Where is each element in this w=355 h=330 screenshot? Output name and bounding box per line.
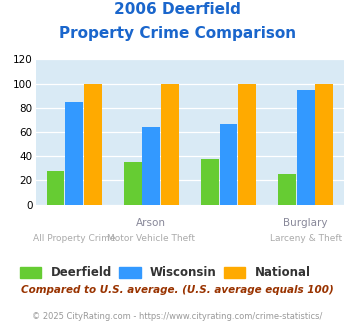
Text: All Property Crime: All Property Crime	[33, 234, 115, 243]
Bar	[315, 83, 333, 205]
Text: 2006 Deerfield: 2006 Deerfield	[114, 2, 241, 16]
Text: Larceny & Theft: Larceny & Theft	[270, 234, 342, 243]
Bar	[297, 90, 315, 205]
Bar	[220, 123, 237, 205]
Text: © 2025 CityRating.com - https://www.cityrating.com/crime-statistics/: © 2025 CityRating.com - https://www.city…	[32, 312, 323, 321]
Bar	[201, 159, 219, 205]
Bar	[124, 162, 142, 205]
Text: Compared to U.S. average. (U.S. average equals 100): Compared to U.S. average. (U.S. average …	[21, 285, 334, 295]
Bar	[65, 102, 83, 205]
Text: Arson: Arson	[136, 218, 166, 228]
Text: Property Crime Comparison: Property Crime Comparison	[59, 26, 296, 41]
Bar	[142, 127, 160, 205]
Bar	[278, 174, 296, 205]
Bar	[84, 83, 102, 205]
Bar	[47, 171, 65, 205]
Text: Burglary: Burglary	[284, 218, 328, 228]
Text: Motor Vehicle Theft: Motor Vehicle Theft	[107, 234, 195, 243]
Bar	[238, 83, 256, 205]
Legend: Deerfield, Wisconsin, National: Deerfield, Wisconsin, National	[17, 263, 314, 283]
Bar	[161, 83, 179, 205]
